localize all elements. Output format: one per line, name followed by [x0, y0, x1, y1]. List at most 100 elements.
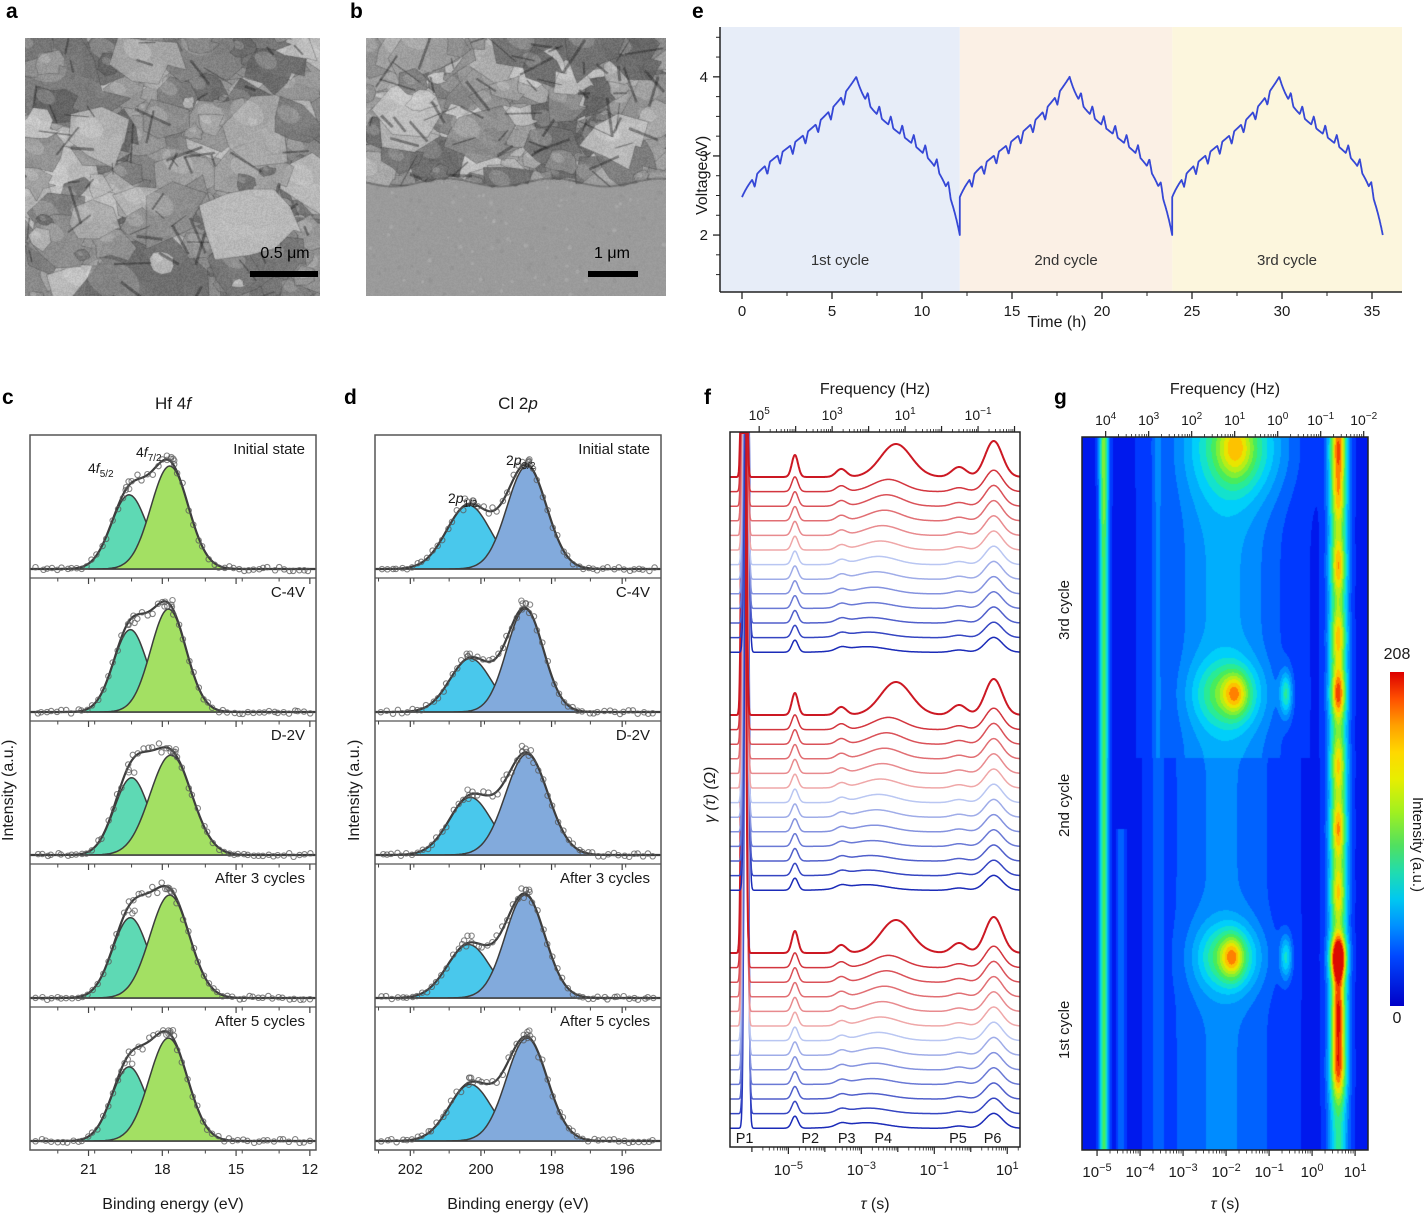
row-label-c-0: Initial state — [233, 441, 305, 458]
voltage-time-chart: 0 5 10 15 20 25 30 35 2 3 4 — [700, 27, 1402, 320]
peak-label-4f72: 4f7/2 — [136, 444, 162, 464]
xps-data-point — [58, 564, 65, 571]
xps-data-point — [649, 853, 656, 860]
xps-data-point — [125, 906, 132, 914]
xps-data-point — [473, 792, 481, 799]
xps-data-point — [130, 769, 138, 776]
xps-data-point — [599, 565, 607, 572]
xps-data-point — [634, 710, 641, 717]
xps-data-point — [611, 708, 619, 716]
xps-data-point — [494, 791, 501, 798]
xps-data-point — [606, 1136, 613, 1144]
xps-data-point — [539, 639, 546, 646]
xps-data-point — [131, 619, 138, 627]
drt-curve — [730, 432, 1020, 833]
g-x-tick: 10−1 — [1254, 1162, 1283, 1181]
drt-curve — [730, 432, 1020, 507]
drt-curve — [730, 432, 1020, 998]
xps-scatter — [377, 456, 658, 1147]
xps-data-point — [453, 507, 461, 514]
xps-data-point — [83, 563, 90, 570]
xps-data-point — [422, 701, 430, 709]
xps-data-point — [154, 889, 161, 897]
g-top-tick: 10−1 — [1307, 411, 1334, 428]
xps-data-point — [75, 1138, 82, 1145]
row-label-d-1: C-4V — [615, 584, 650, 601]
xps-peak-4f7/2 — [30, 754, 316, 856]
xps-data-point — [200, 972, 208, 979]
xps-data-point — [62, 706, 70, 714]
xps-data-point — [204, 699, 212, 706]
xps-data-point — [447, 1097, 455, 1105]
xps-data-point — [83, 850, 90, 857]
xps-data-point — [94, 1126, 101, 1133]
xps-data-point — [203, 1126, 211, 1133]
xps-data-point — [500, 776, 507, 783]
scalebar-a — [250, 271, 318, 277]
xps-data-point — [559, 1113, 567, 1121]
colorbar-max: 208 — [1383, 646, 1411, 663]
xps-data-point — [462, 943, 470, 950]
xps-data-point — [38, 1135, 46, 1143]
drt-heatmap — [1082, 437, 1368, 1150]
xps-data-point — [179, 635, 187, 643]
panel-c-title-italic: f — [186, 394, 191, 413]
row-label-d-4: After 5 cycles — [559, 1013, 650, 1030]
panel-c-ylabel: Intensity (a.u.) — [0, 739, 17, 841]
xps-data-point — [558, 974, 566, 982]
xps-data-point — [519, 600, 526, 607]
xps-data-point — [84, 706, 91, 714]
drt-curve — [730, 432, 1020, 731]
xps-data-point — [109, 517, 116, 524]
xps-data-point — [650, 994, 657, 1002]
xps-data-point — [250, 709, 257, 717]
xps-data-point — [377, 1138, 385, 1145]
xps-data-point — [620, 992, 627, 1000]
xps-data-point — [555, 690, 563, 697]
xps-data-point — [438, 536, 446, 544]
xps-data-point — [544, 792, 551, 799]
xps-data-point — [585, 564, 593, 572]
xps-fit-envelope — [30, 458, 315, 571]
g-x-tick: 101 — [1344, 1162, 1367, 1181]
xps-data-point — [88, 847, 96, 854]
xps-data-point — [173, 469, 181, 477]
xps-data-point — [394, 706, 402, 714]
xps-data-point — [442, 680, 450, 687]
panel-d-title-italic: p — [528, 394, 538, 413]
xps-data-point — [579, 1135, 586, 1143]
xps-data-point — [259, 852, 267, 860]
xps-data-point — [215, 564, 222, 571]
drt-curve — [730, 432, 1020, 745]
xps-peak-2p3/2 — [375, 465, 661, 570]
panel-letter-g: g — [1054, 386, 1067, 409]
xps-data-point — [285, 850, 293, 857]
drt-curve — [730, 432, 1020, 1056]
e-x-tick: 25 — [1184, 303, 1201, 320]
drt-waterfall-chart: 105 103 101 10−1 10−5 10−3 10−1 101 P1 P2 P3 P4 P5 P6 — [729, 406, 1021, 1179]
xps-data-point — [68, 851, 75, 859]
drt-curve — [730, 432, 1020, 537]
drt-curve — [730, 432, 1020, 610]
xps-data-point — [256, 565, 263, 573]
xps-data-point — [508, 769, 515, 776]
xps-data-point — [432, 834, 440, 841]
xps-data-point — [236, 710, 243, 718]
row-label-c-3: After 3 cycles — [214, 870, 305, 887]
drt-curve — [730, 432, 1020, 1086]
xps-data-point — [250, 852, 258, 859]
xps-data-point — [640, 1138, 648, 1146]
xps-data-point — [460, 506, 467, 514]
xps-data-point — [297, 996, 304, 1004]
xps-data-point — [414, 849, 421, 857]
xps-data-point — [240, 1136, 247, 1143]
xps-data-point — [95, 696, 102, 704]
drt-curve — [730, 432, 1020, 1129]
panel-letter-f: f — [704, 386, 711, 409]
xps-data-point — [99, 542, 106, 550]
xps-data-point — [439, 828, 446, 835]
sem-image-b — [366, 38, 666, 296]
xps-data-point — [149, 610, 156, 618]
e-x-tick: 20 — [1094, 303, 1111, 320]
e-x-tick: 35 — [1364, 303, 1381, 320]
